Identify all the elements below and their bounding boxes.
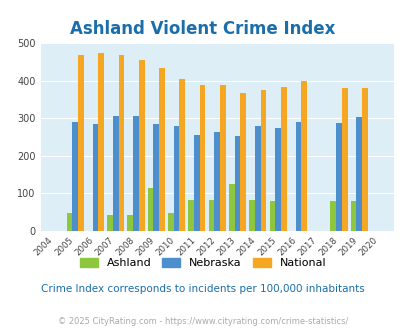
Bar	[275, 128, 280, 231]
Bar	[153, 124, 159, 231]
Bar	[254, 126, 260, 231]
Bar	[214, 132, 220, 231]
Text: © 2025 CityRating.com - https://www.cityrating.com/crime-statistics/: © 2025 CityRating.com - https://www.city…	[58, 317, 347, 326]
Bar	[173, 126, 179, 231]
Bar	[220, 85, 225, 231]
Legend: Ashland, Nebraska, National: Ashland, Nebraska, National	[75, 253, 330, 273]
Bar	[118, 55, 124, 231]
Bar	[249, 200, 254, 231]
Text: Crime Index corresponds to incidents per 100,000 inhabitants: Crime Index corresponds to incidents per…	[41, 284, 364, 294]
Bar	[269, 201, 275, 231]
Bar	[335, 123, 341, 231]
Bar	[234, 136, 240, 231]
Bar	[66, 213, 72, 231]
Bar	[98, 53, 104, 231]
Bar	[199, 85, 205, 231]
Bar	[139, 60, 144, 231]
Bar	[350, 201, 356, 231]
Text: Ashland Violent Crime Index: Ashland Violent Crime Index	[70, 20, 335, 38]
Bar	[194, 135, 199, 231]
Bar	[361, 88, 367, 231]
Bar	[341, 88, 347, 231]
Bar	[127, 215, 133, 231]
Bar	[113, 116, 118, 231]
Bar	[356, 117, 361, 231]
Bar	[92, 124, 98, 231]
Bar	[280, 87, 286, 231]
Bar	[228, 184, 234, 231]
Bar	[133, 116, 139, 231]
Bar	[208, 200, 214, 231]
Bar	[179, 79, 185, 231]
Bar	[107, 215, 113, 231]
Bar	[159, 69, 164, 231]
Bar	[147, 188, 153, 231]
Bar	[78, 54, 83, 231]
Bar	[295, 121, 301, 231]
Bar	[188, 200, 194, 231]
Bar	[72, 122, 78, 231]
Bar	[260, 89, 266, 231]
Bar	[240, 92, 245, 231]
Bar	[330, 201, 335, 231]
Bar	[168, 213, 173, 231]
Bar	[301, 81, 306, 231]
